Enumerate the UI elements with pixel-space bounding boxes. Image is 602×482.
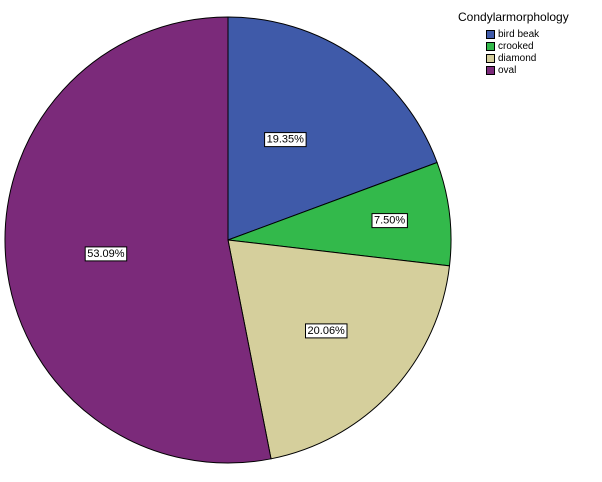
legend-label-oval: oval <box>498 64 517 76</box>
data-label-crooked: 7.50% <box>371 213 408 229</box>
data-label-crooked-text: 7.50% <box>374 215 405 227</box>
pie-slice-oval <box>4 16 272 464</box>
data-label-oval-box <box>84 246 128 262</box>
data-label-bird-beak: 19.35% <box>264 132 307 148</box>
data-label-diamond: 20.06% <box>305 323 348 339</box>
legend-title: Condylarmorphology <box>458 10 569 24</box>
data-label-oval-text: 53.09% <box>87 248 125 260</box>
pie-slice-crooked <box>227 161 452 267</box>
legend-swatch-crooked <box>486 41 495 51</box>
data-label-oval: 53.09% <box>84 246 128 262</box>
legend-swatch-bird-beak <box>486 29 495 39</box>
legend-label-diamond: diamond <box>498 52 537 64</box>
data-label-diamond-text: 20.06% <box>308 325 346 337</box>
legend-label-crooked: crooked <box>498 40 534 52</box>
legend: Condylarmorphology bird beak crooked dia… <box>458 10 569 76</box>
legend-label-bird-beak: bird beak <box>498 28 540 40</box>
data-label-diamond-box <box>305 323 348 339</box>
legend-item-crooked: crooked <box>486 40 569 52</box>
legend-swatch-oval <box>486 65 495 75</box>
legend-swatch-diamond <box>486 53 495 63</box>
pie-slice-diamond <box>227 239 451 460</box>
data-label-bird-beak-text: 19.35% <box>267 134 305 146</box>
legend-item-bird-beak: bird beak <box>486 28 569 40</box>
data-label-bird-beak-box <box>264 132 307 148</box>
legend-item-diamond: diamond <box>486 52 569 64</box>
data-label-crooked-box <box>371 213 408 229</box>
pie-slice-bird-beak <box>227 16 438 241</box>
legend-item-oval: oval <box>486 64 569 76</box>
